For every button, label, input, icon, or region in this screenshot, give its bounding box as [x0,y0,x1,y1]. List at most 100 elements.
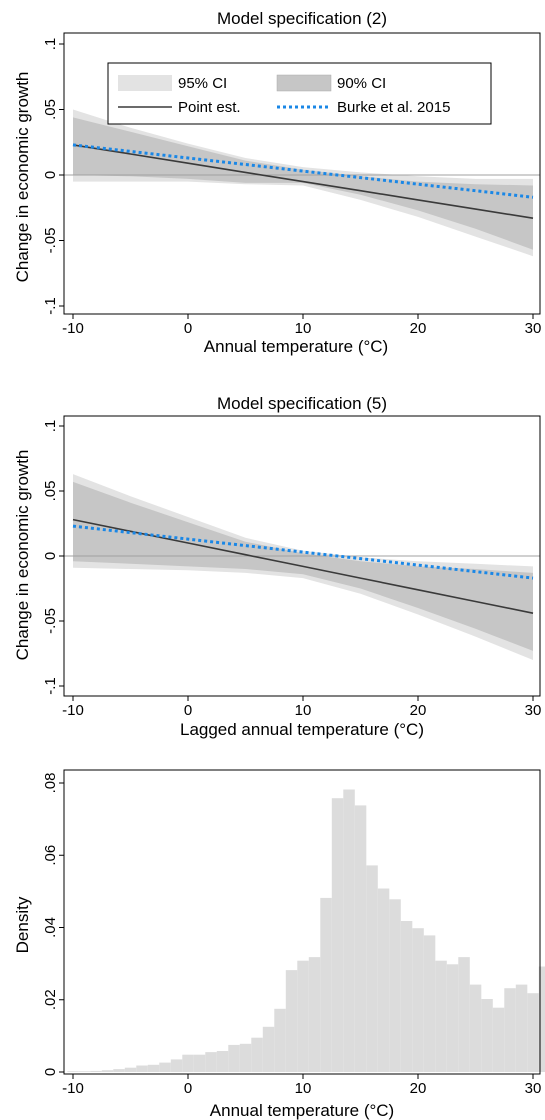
y-tick-label: .05 [42,99,59,120]
histogram-bar [216,1051,229,1072]
ci90-band [73,117,533,250]
y-tick-label: .1 [42,38,59,51]
x-tick-label: 0 [184,320,192,337]
histogram-bar [170,1059,183,1072]
y-tick-label: -.05 [42,608,59,634]
histogram-bar [285,970,298,1072]
histogram-bar [78,1071,91,1072]
x-tick-label: -10 [62,1080,84,1097]
histogram-bar [251,1037,263,1072]
x-tick-label: 30 [525,1080,542,1097]
y-tick-label: .06 [42,845,59,866]
histogram-bar [515,984,528,1072]
y-tick-label: .08 [42,773,59,794]
y-tick-label: .1 [42,420,59,433]
y-tick-label: 0 [42,171,59,179]
burke-2015-line [72,524,534,580]
histogram-bar [389,899,401,1072]
histogram-bar [366,865,378,1072]
histogram-bar [136,1065,148,1072]
y-tick-label: .04 [42,917,59,938]
histogram-bar [527,993,539,1072]
legend-swatch-ci95 [118,75,172,91]
panel-spec-2: Model specification (2) -10 0 10 20 30 -.1 -.0… [13,9,541,356]
plot-frame [63,769,541,1075]
tick-labels: -10 0 10 20 300.02.04.06.08 [42,773,541,1097]
x-tick-label: 10 [295,702,312,719]
histogram-bar [446,964,459,1072]
x-tick-label: -10 [62,702,84,719]
axes [59,769,541,1079]
chart-title: Model specification (2) [217,9,387,28]
histogram-bar [159,1062,171,1072]
burke-2015-line [72,143,534,199]
y-axis-label: Change in economic growth [13,450,32,661]
histogram-bar [458,957,470,1072]
y-tick-label: -.1 [42,297,59,315]
panel-histogram: -10 0 10 20 300.02.04.06.08 Annual temperatu… [13,769,545,1120]
y-tick-label: .05 [42,481,59,502]
histogram-bar [67,1071,79,1072]
legend: 95% CI 90% CI Point est. Burke et al. 20… [107,62,492,125]
legend-swatch-ci90 [276,74,332,92]
x-axis-label: Annual temperature (°C) [210,1101,394,1120]
histogram-bar [124,1067,137,1072]
histogram-bar [354,805,367,1072]
x-tick-label: 10 [295,320,312,337]
histogram-bar [262,1026,275,1072]
x-tick-label: 20 [410,1080,427,1097]
histogram-bar [469,984,482,1072]
histogram-bar [90,1070,102,1072]
point-estimate-line [72,144,534,219]
histogram-bar [377,888,390,1072]
x-tick-label: 20 [410,702,427,719]
histogram-bar [481,999,493,1072]
axes [59,32,541,319]
x-tick-label: -10 [62,320,84,337]
legend-label-ci95: 95% CI [178,75,227,92]
y-tick-label: -.05 [42,228,59,254]
histogram-bar [239,1043,252,1072]
point-estimate-line [72,518,534,614]
y-tick-label: .02 [42,989,59,1010]
x-tick-label: 0 [184,702,192,719]
x-tick-label: 30 [525,702,542,719]
histogram-bar [504,988,516,1072]
histogram-bar [182,1054,194,1072]
series-lines [64,518,540,614]
histogram-bar [331,798,344,1072]
x-tick-label: 30 [525,320,542,337]
histogram-bar [205,1052,217,1072]
x-tick-label: 20 [410,320,427,337]
y-tick-label: 0 [42,1068,59,1076]
histogram-bar [400,921,413,1072]
histogram-bar [492,1007,505,1072]
histogram-bar [423,935,436,1072]
y-tick-label: 0 [42,552,59,560]
x-axis-label: Lagged annual temperature (°C) [180,720,424,739]
ci-bands [73,109,533,257]
histogram-bar [228,1044,240,1072]
histogram-bar [113,1069,125,1072]
tick-labels: -10 0 10 20 30 -.1 -.05 0 .05 .1 [42,38,541,337]
histogram-bar [101,1070,114,1072]
histogram-bar [343,789,355,1072]
plot-frame [63,32,541,315]
y-axis-label: Change in economic growth [13,72,32,283]
y-tick-label: -.1 [42,677,59,695]
y-axis-label: Density [13,896,32,953]
legend-label-ci90: 90% CI [337,75,386,92]
histogram-bars [67,789,545,1072]
panel-spec-5: Model specification (5) -10 0 10 20 30 -.1 -.0… [13,394,541,739]
histogram-bar [297,960,309,1072]
tick-labels: -10 0 10 20 30 -.1 -.05 0 .05 .1 [42,420,541,719]
histogram-bar [435,960,447,1072]
x-tick-label: 10 [295,1080,312,1097]
histogram-bar [538,966,545,1072]
legend-label-point: Point est. [178,99,241,116]
x-axis-label: Annual temperature (°C) [204,337,388,356]
histogram-bar [320,897,332,1072]
legend-label-burke: Burke et al. 2015 [337,99,450,116]
x-tick-label: 0 [184,1080,192,1097]
